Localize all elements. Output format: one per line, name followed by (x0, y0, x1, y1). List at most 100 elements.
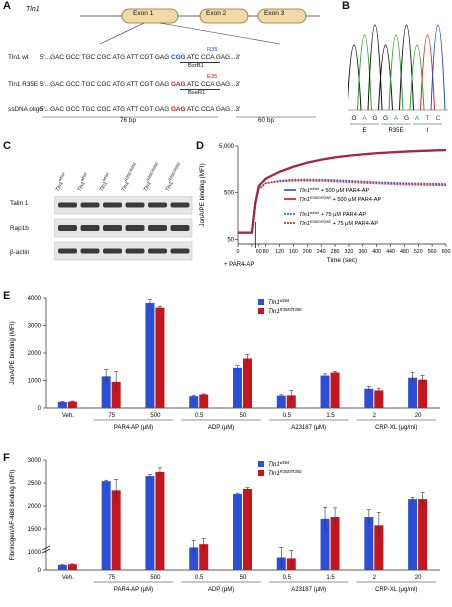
category-label: 0.5 (283, 575, 292, 581)
category-label: Veh. (62, 413, 74, 419)
gene-name: Tln1 (26, 6, 40, 13)
lane-gene: Tln1 (164, 181, 175, 193)
blot-band (170, 225, 190, 231)
panel-c-label: C (3, 140, 11, 152)
category-label: 50 (240, 575, 247, 581)
legend-genotype: R35E/R35E (310, 219, 331, 224)
seq-suffix: ATC CCA GAG...3' (185, 106, 241, 113)
legend-swatch (258, 308, 264, 314)
exon-3-label: Exon 3 (264, 10, 285, 17)
blot-band (170, 248, 190, 254)
bar (418, 379, 428, 408)
bar (243, 488, 252, 570)
bar (233, 494, 242, 570)
chromatogram-base: A (394, 115, 399, 122)
y-tick-label: 4000 (28, 296, 42, 302)
category-label: 0.5 (195, 413, 204, 419)
blot-band (80, 225, 100, 231)
y-tick-label: 3000 (28, 324, 42, 330)
seq-row-name: Tln1 wt (8, 54, 29, 61)
chromatogram-base: T (426, 115, 430, 122)
lane-genotype: R35E/R35E (145, 161, 160, 183)
x-tick-label: 280 (331, 249, 340, 255)
blot-band (103, 248, 122, 254)
x-tick-label: 560 (428, 249, 437, 255)
seq-row-name: ssDNA oligo (8, 106, 43, 113)
lane-genotype: wt/wt (79, 171, 88, 183)
seq-suffix: ATC CCA GAG...3' (185, 81, 241, 88)
legend-label: Tln1wt/wt + 500 μM PAR4-AP (299, 186, 370, 194)
lane-genotype: wt/wt (57, 171, 66, 183)
y-tick-label: 0 (38, 568, 42, 574)
x-tick-label: 400 (372, 249, 381, 255)
x-tick-label: 320 (345, 249, 354, 255)
panel-e-label: E (3, 290, 11, 302)
lane-gene: Tln1 (54, 181, 65, 193)
group-label: CRP-XL (μg/ml) (375, 587, 417, 593)
blot-lane-label: Tln1wt/wt (96, 172, 113, 193)
group-label: CRP-XL (μg/ml) (375, 425, 417, 431)
bar (243, 358, 252, 408)
y-tick-label: 2000 (28, 351, 42, 357)
seq-prefix: 5'...GAC GCC TGC CGC ATG ATT CGT GAG (40, 54, 171, 61)
bar (101, 481, 111, 570)
group-label: PAR4-AP (μM) (114, 587, 153, 593)
category-label: 50 (240, 413, 247, 419)
legend-genotype: wt/wt (280, 460, 290, 465)
blot-band (80, 248, 100, 254)
seq-prefix: 5'...GAC GCC TGC CGC ATG ATT CGT GAG (40, 106, 171, 113)
x-tick-label: 440 (386, 249, 395, 255)
chromatogram-peak (430, 24, 446, 111)
blot-strip (54, 218, 193, 238)
bar (286, 395, 296, 408)
y-axis-title: Fibrinogen/AF-488 binding (MFI) (9, 470, 16, 561)
legend-label: Tln1R35E/R35E + 75 μM PAR4-AP (299, 219, 378, 227)
chromatogram-base: C (436, 115, 441, 122)
seq-mutated-codon: GAG (170, 106, 186, 113)
legend-genotype: wt/wt (280, 298, 290, 303)
y-axis-title: JonA/PE binding (MFI) (9, 321, 16, 384)
x-tick-label: 60 (256, 249, 262, 255)
legend-label: Tln1wt/wt + 75 μM PAR4-AP (299, 210, 366, 218)
y-tick-label: 3000 (28, 458, 42, 464)
blot-band (125, 225, 145, 231)
western-blot (54, 196, 193, 261)
bar (408, 499, 418, 570)
y-tick-label: 5,000 (219, 144, 235, 150)
blot-row-rap1b: Rap1b (10, 225, 29, 232)
seq-mutated-codon: GAG (170, 81, 186, 88)
category-label: 20 (415, 413, 422, 419)
bar (199, 544, 209, 570)
bar (320, 518, 330, 570)
bar (364, 517, 374, 570)
blot-band (103, 202, 122, 208)
axis-break-mark (41, 545, 51, 551)
bar (111, 490, 121, 570)
blot-row-talin1: Talin 1 (10, 200, 29, 207)
lane-genotype: wt/wt (101, 171, 110, 183)
amino-acid-label: R35E (388, 128, 403, 134)
lane-gene: Tln1 (120, 181, 131, 193)
bar (67, 401, 77, 408)
kinetics-line-chart: 50 500 5,000 0 60 80 120 160 200 240 280 320 360 400 4… (199, 144, 450, 268)
chromatogram-base: A (415, 115, 420, 122)
legend-swatch (258, 461, 264, 467)
y-axis-title: JonA/PE binding (MFI) (199, 163, 206, 226)
legend-gene: Tln1 (299, 212, 310, 218)
seq-mutated-codon: CGG (170, 54, 186, 61)
bar (101, 376, 111, 408)
chromatogram-base: G (383, 115, 388, 122)
seq-suffix: ATC CCA GAG...3' (185, 54, 241, 61)
y-tick-label: 1000 (28, 550, 42, 556)
len-right-label: 60 bp (258, 117, 274, 124)
bar (57, 401, 67, 408)
bar (374, 390, 384, 408)
panel-a-label: A (3, 0, 11, 12)
bar (330, 372, 340, 408)
x-tick-label: 240 (317, 249, 326, 255)
exon-2-label: Exon 2 (206, 10, 227, 17)
bar (111, 381, 121, 408)
bar (374, 525, 384, 570)
legend-label: Tln1wt/wt (268, 460, 290, 468)
